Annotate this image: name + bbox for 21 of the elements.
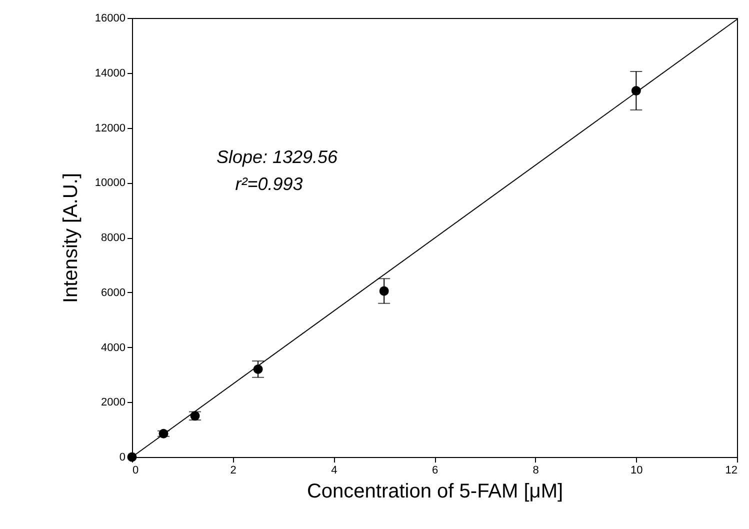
x-tick-label: 4 [331, 464, 338, 476]
x-tick-label: 6 [432, 464, 438, 476]
annotation: Slope: 1329.56 [216, 147, 339, 167]
x-tick-label: 8 [532, 464, 539, 476]
y-tick-label: 2000 [101, 396, 126, 409]
y-tick-label: 10000 [94, 177, 126, 190]
x-tick-label: 12 [725, 464, 738, 476]
y-tick-label: 0 [119, 452, 126, 464]
x-tick-label: 10 [630, 464, 643, 476]
y-tick-label: 6000 [101, 286, 126, 299]
x-tick-label: 0 [132, 464, 139, 476]
annotation: r²=0.993 [235, 174, 303, 194]
y-axis-title: Intensity [A.U.] [60, 172, 82, 304]
y-tick-label: 14000 [94, 67, 126, 80]
y-tick-label: 12000 [94, 122, 126, 134]
y-tick-label: 8000 [101, 232, 126, 244]
x-tick-label: 2 [230, 464, 236, 476]
point [379, 286, 389, 296]
x-axis-title: Concentration of 5-FAM [μM] [306, 480, 564, 502]
y-tick-label: 4000 [101, 342, 126, 354]
y-tick-label: 16000 [94, 12, 126, 24]
